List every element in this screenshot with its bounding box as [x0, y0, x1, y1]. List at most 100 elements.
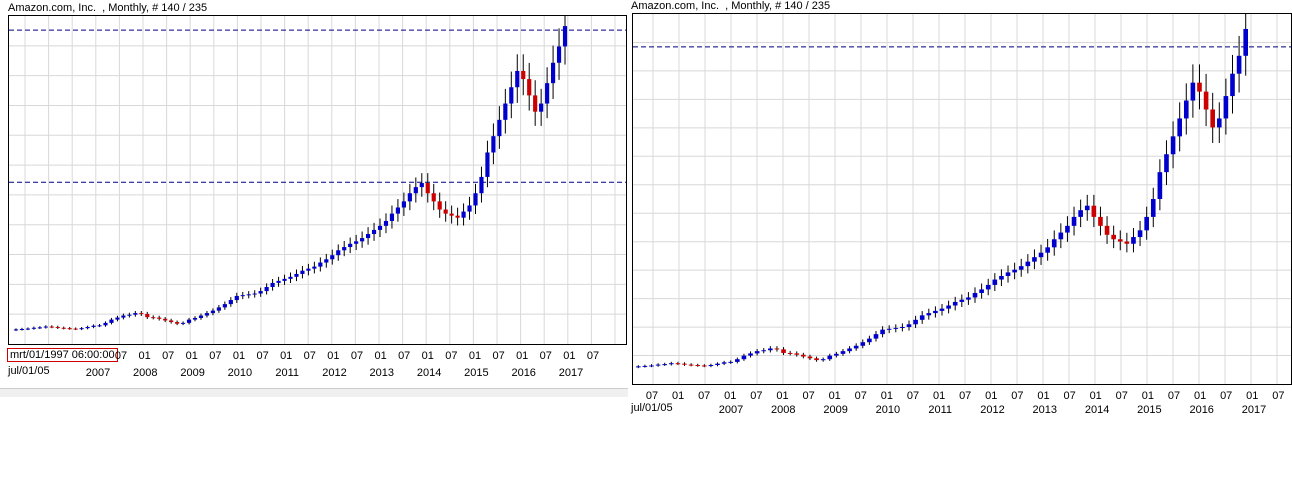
candle-body — [545, 83, 550, 104]
candle-body — [288, 276, 293, 279]
candle-body — [365, 234, 371, 239]
x-axis-month-label: 01 — [186, 350, 198, 362]
candle-body — [407, 193, 412, 202]
candle-body — [847, 348, 852, 352]
candle-body — [1183, 100, 1189, 119]
x-axis-month-label: 01 — [933, 390, 945, 402]
candlestick-chart — [9, 6, 626, 344]
candle-body — [708, 365, 714, 367]
grid — [9, 16, 626, 344]
candle-body — [985, 284, 991, 290]
candle-body — [240, 295, 245, 297]
x-axis-year-label: 2013 — [370, 367, 394, 379]
candle-body — [649, 365, 654, 367]
candle-body — [270, 282, 275, 287]
x-axis-years: 2007 2008 2009 2010 2011 2012 2013 2014 2015 2016… — [630, 402, 1292, 416]
x-axis-month-label: 07 — [646, 390, 658, 402]
candle-body — [401, 201, 406, 208]
x-axis-year-label: 2009 — [180, 367, 204, 379]
plot-area[interactable] — [8, 6, 627, 345]
x-axis-year-label: 2014 — [1085, 404, 1109, 416]
candle-body — [533, 95, 538, 112]
status-bar — [0, 388, 628, 397]
candle-body — [1045, 247, 1050, 253]
candle-body — [682, 363, 687, 365]
candle-body — [768, 348, 773, 351]
candle-body — [13, 329, 19, 331]
candle-body — [210, 310, 216, 314]
candle-body — [258, 291, 263, 294]
candle-body — [25, 328, 31, 330]
candles — [635, 7, 1249, 369]
candle-body — [893, 327, 899, 329]
candle-body — [43, 326, 48, 328]
candle-body — [1098, 216, 1103, 226]
candle-body — [515, 70, 520, 88]
candle-body — [371, 229, 377, 234]
x-axis-month-label: 07 — [750, 390, 762, 402]
candle-body — [913, 319, 918, 325]
x-axis-month-label: 01 — [327, 350, 339, 362]
candle-body — [389, 213, 395, 221]
candle-body — [1124, 241, 1130, 244]
candle-body — [216, 307, 221, 311]
candle-body — [669, 363, 674, 365]
chart-title: Amazon.com, Inc. , Monthly, # 140 / 235 — [631, 0, 831, 12]
candles — [13, 6, 568, 332]
candle-body — [1018, 266, 1024, 270]
candle-body — [264, 287, 269, 292]
x-axis-month-label: 07 — [162, 350, 174, 362]
candle-body — [306, 268, 311, 271]
candle-body — [1051, 239, 1057, 248]
candle-body — [37, 327, 42, 329]
x-axis-month-label: 01 — [516, 350, 528, 362]
candle-body — [1216, 118, 1222, 128]
x-axis-month-label: 01 — [672, 390, 684, 402]
candle-body — [186, 319, 192, 323]
candle-body — [972, 292, 978, 298]
candle-body — [807, 356, 813, 359]
candle-body — [820, 359, 826, 361]
candle-body — [461, 211, 466, 218]
candle-body — [485, 152, 490, 177]
candle-body — [491, 136, 496, 153]
candle-body — [1177, 118, 1182, 137]
candle-body — [1150, 199, 1156, 217]
candle-body — [145, 313, 150, 318]
x-axis-month-label: 07 — [587, 350, 599, 362]
plot-area[interactable] — [632, 7, 1292, 385]
candle-body — [1117, 239, 1123, 242]
candle-body — [1203, 91, 1209, 110]
x-axis-month-label: 07 — [1011, 390, 1023, 402]
candle-body — [49, 326, 54, 328]
candle-body — [1078, 210, 1083, 217]
candle-body — [1230, 73, 1235, 97]
candle-body — [103, 322, 108, 326]
candle-body — [198, 315, 204, 318]
candle-body — [774, 348, 780, 350]
candle-body — [91, 325, 96, 327]
candle-body — [1091, 205, 1097, 217]
candle-body — [395, 207, 401, 214]
candle-body — [1137, 230, 1143, 238]
candle-body — [906, 324, 912, 327]
x-axis-month-label: 01 — [374, 350, 386, 362]
candle-body — [748, 353, 753, 356]
candle-body — [127, 314, 132, 316]
chart-panel-left: Amazon.com, Inc. , Monthly, # 140 / 235 … — [0, 0, 628, 400]
candle-body — [521, 70, 526, 80]
candle-body — [1210, 109, 1215, 128]
candle-body — [939, 308, 945, 311]
candle-body — [342, 247, 347, 251]
x-axis-month-label: 01 — [1142, 390, 1154, 402]
candle-body — [139, 313, 144, 315]
candle-body — [675, 363, 681, 365]
candle-body — [85, 326, 90, 329]
candle-body — [1084, 205, 1090, 211]
candle-body — [151, 317, 156, 319]
x-axis-year-label: 2008 — [771, 404, 795, 416]
candle-body — [556, 46, 562, 63]
x-axis-month-label: 07 — [304, 350, 316, 362]
candle-body — [318, 262, 323, 267]
candle-body — [787, 352, 793, 354]
